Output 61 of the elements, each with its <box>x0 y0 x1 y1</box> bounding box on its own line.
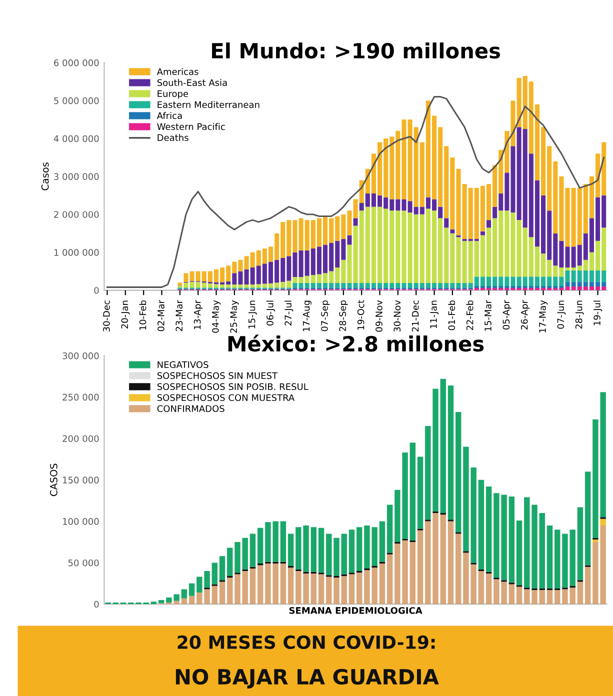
x-tick-label: 05-Apr <box>502 300 512 330</box>
legend-label: CONFIRMADOS <box>157 405 224 412</box>
legend-label: Americas <box>156 68 198 76</box>
x-tick-label: 15-Jun <box>248 300 257 328</box>
x-tick-label: 27-Jul <box>284 300 294 326</box>
x-tick-label: 25-May <box>230 300 239 333</box>
legend-label: Eastern Mediterranean <box>158 101 260 108</box>
x-tick-label: 22-Feb <box>466 300 474 330</box>
y-tick-label: 150 000 <box>63 476 99 484</box>
y-tick-label: 50 000 <box>68 559 99 566</box>
y-tick-label: 5 000 000 <box>54 97 99 104</box>
legend-label: NEGATIVOS <box>158 361 208 368</box>
legend-label: Deaths <box>158 134 188 142</box>
y-tick-label: 300 000 <box>62 352 99 360</box>
y-tick-label: 2 000 000 <box>54 211 99 218</box>
x-tick-label: 06-Jul <box>266 300 276 326</box>
x-tick-label: 30-Dec <box>103 300 110 332</box>
legend-label: Western Pacific <box>157 123 225 130</box>
chart-title: El Mundo: >190 millones <box>212 42 500 59</box>
legend-label: South-East Asia <box>157 79 227 86</box>
y-tick-label: 4 000 000 <box>54 135 99 142</box>
x-tick-label: 28-Sep <box>339 300 348 332</box>
x-tick-label: 26-Apr <box>520 300 530 330</box>
x-tick-label: 17-Aug <box>303 300 312 332</box>
x-tick-label: 19-Jul <box>593 300 602 326</box>
chart-title: México: >2.8 millones <box>228 334 484 352</box>
legend-label: Europe <box>158 90 188 99</box>
y-tick-label: 6 000 000 <box>54 59 99 66</box>
x-tick-label: 19-Oct <box>357 300 364 330</box>
x-tick-label: 07-Jun <box>557 300 566 329</box>
x-tick-label: 04-May <box>212 300 221 333</box>
x-axis-title: SEMANA EPIDEMIOLOGICA <box>289 607 422 614</box>
legend-label: SOSPECHOSOS SIN POSIB. RESUL <box>157 383 308 390</box>
y-tick-label: 1 000 000 <box>54 249 99 256</box>
x-tick-label: 15-Mar <box>484 300 492 331</box>
y-tick-label: 200 000 <box>62 435 99 442</box>
x-tick-label: 21-Dec <box>412 300 419 332</box>
legend-label: Africa <box>156 112 182 120</box>
x-tick-label: 01-Feb <box>448 300 456 330</box>
y-tick-label: 3 000 000 <box>54 173 99 180</box>
y-tick-label: 250 000 <box>62 394 99 401</box>
y-axis-title: Casos <box>41 162 49 190</box>
x-tick-label: 07-Sep <box>321 300 330 332</box>
x-tick-label: 13-Apr <box>194 300 202 330</box>
legend-label: SOSPECHOSOS CON MUESTRA <box>157 394 295 402</box>
x-tick-label: 02-Mar <box>158 300 164 332</box>
x-tick-label: 20-Jan <box>121 300 130 328</box>
x-tick-label: 23-Mar <box>176 300 183 332</box>
y-tick-label: 0 <box>94 600 99 608</box>
x-tick-label: 30-Nov <box>394 300 401 332</box>
x-tick-label: 17-May <box>539 300 548 332</box>
legend-label: SOSPECHOSOS SIN MUEST <box>157 372 278 380</box>
text: NO BAJAR LA GUARDIA <box>176 668 439 689</box>
x-tick-label: 11-Jan <box>430 300 439 328</box>
x-tick-label: 09-Nov <box>376 300 382 332</box>
y-axis-title: CASOS <box>50 464 58 496</box>
y-tick-label: 0 <box>94 286 99 294</box>
x-tick-label: 10-Feb <box>139 300 146 330</box>
x-tick-label: 28-Jun <box>575 300 584 329</box>
y-tick-label: 100 000 <box>63 518 99 525</box>
text: 20 MESES CON COVID-19: <box>178 635 435 650</box>
